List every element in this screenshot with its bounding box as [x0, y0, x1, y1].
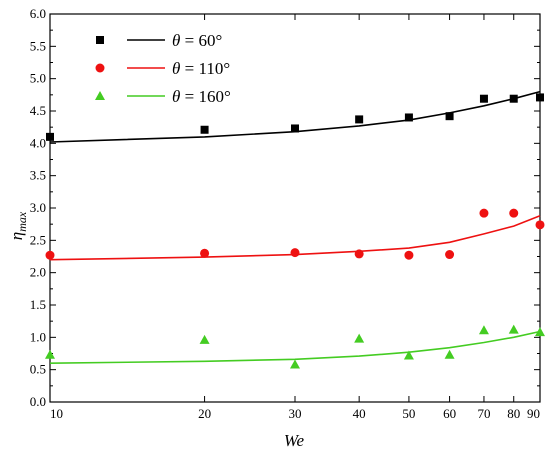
data-point	[444, 349, 455, 359]
legend-label: θ = 60°	[172, 31, 222, 50]
data-point	[45, 349, 55, 359]
legend-symbol: θ	[172, 31, 180, 50]
y-tick-label: 0.0	[30, 394, 46, 409]
x-tick-label: 40	[353, 406, 366, 421]
data-point	[536, 93, 544, 102]
legend: θ = 60°θ = 110°θ = 160°	[95, 31, 231, 106]
data-point	[290, 359, 300, 369]
y-tick-label: 1.0	[30, 329, 46, 344]
data-point	[479, 208, 489, 218]
data-point	[291, 124, 299, 133]
legend-label: θ = 110°	[172, 59, 230, 78]
data-points	[45, 93, 545, 369]
x-tick-label: 60	[443, 406, 456, 421]
data-point	[199, 334, 210, 344]
x-tick-label: 90	[527, 406, 540, 421]
legend-marker	[96, 36, 104, 44]
legend-marker	[95, 91, 105, 100]
axes: 0.0 0.5 1.0 1.5 2.0 2.5 3.0 3.5 4.0 4.5 5.0 5.5 6.0 1…	[30, 6, 541, 421]
legend-symbol: θ	[172, 87, 180, 106]
legend-value: = 60°	[180, 31, 222, 50]
y-tick-label: 6.0	[30, 6, 46, 21]
fit-line	[49, 215, 541, 261]
data-point	[200, 125, 209, 134]
x-tick-label: 50	[402, 406, 415, 421]
y-axis-title-main: η	[7, 232, 26, 240]
data-point	[508, 324, 519, 334]
data-point	[45, 250, 55, 260]
y-tick-label: 2.0	[30, 265, 46, 280]
data-point	[445, 250, 455, 260]
y-axis-title-sub: max	[15, 211, 29, 232]
x-tick-label: 20	[198, 406, 211, 421]
legend-value: = 110°	[180, 59, 230, 78]
y-tick-label: 1.5	[30, 297, 46, 312]
data-point	[354, 333, 365, 343]
legend-value: = 160°	[180, 87, 230, 106]
data-point	[290, 248, 300, 258]
x-axis-title: We	[284, 431, 305, 450]
fit-line	[49, 90, 541, 143]
data-point	[509, 208, 519, 218]
legend-label: θ = 160°	[172, 87, 231, 106]
data-point	[404, 250, 414, 260]
x-tick-label: 10	[50, 406, 63, 421]
data-point	[404, 113, 413, 122]
y-tick-label: 5.0	[30, 71, 46, 86]
y-tick-label: 4.5	[30, 103, 46, 118]
data-point	[478, 325, 489, 335]
legend-marker	[95, 63, 105, 73]
data-point	[535, 220, 545, 230]
fit-line	[49, 330, 541, 364]
y-axis-title: ηmax	[7, 211, 29, 240]
x-tick-label: 30	[289, 406, 302, 421]
data-point	[354, 249, 364, 259]
data-point	[535, 327, 545, 337]
y-tick-label: 3.5	[30, 168, 46, 183]
x-tick-label: 80	[507, 406, 520, 421]
y-tick-label: 3.0	[30, 200, 46, 215]
data-point	[445, 112, 454, 121]
legend-symbol: θ	[172, 59, 180, 78]
plot-frame	[49, 13, 541, 403]
y-tick-label: 5.5	[30, 38, 46, 53]
data-point	[200, 248, 210, 258]
y-tick-label: 2.5	[30, 232, 46, 247]
data-point	[355, 115, 364, 124]
data-point	[46, 132, 54, 141]
y-tick-label: 4.0	[30, 135, 46, 150]
data-point	[479, 94, 488, 103]
y-tick-label: 0.5	[30, 362, 46, 377]
data-point	[509, 94, 518, 103]
x-tick-label: 70	[477, 406, 490, 421]
data-point	[403, 350, 414, 360]
